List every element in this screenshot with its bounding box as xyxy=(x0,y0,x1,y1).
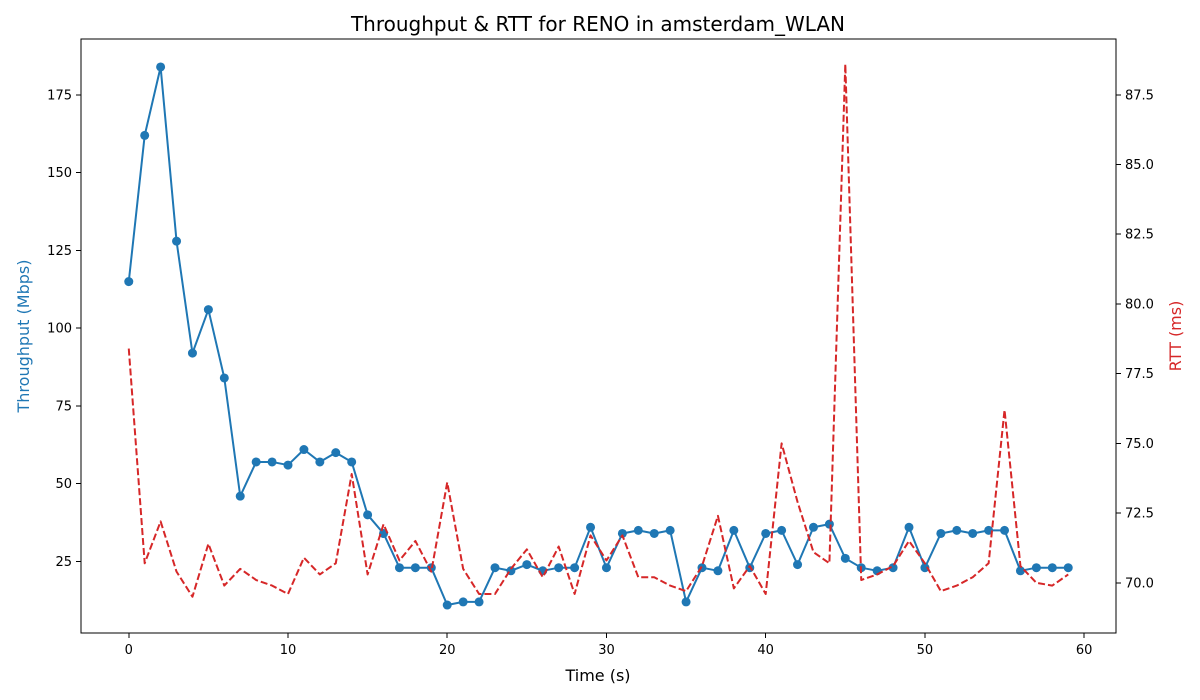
throughput-point xyxy=(490,563,500,573)
y-left-axis-label: Throughput (Mbps) xyxy=(14,260,33,414)
plot-area xyxy=(124,62,1073,610)
throughput-point xyxy=(777,525,787,535)
throughput-point xyxy=(761,528,771,538)
rtt-line xyxy=(127,63,1069,598)
y-left-tick-label: 50 xyxy=(55,477,72,492)
throughput-point xyxy=(124,277,134,287)
throughput-point xyxy=(554,563,564,573)
throughput-point xyxy=(888,563,898,573)
y-right-axis: 70.0 72.5 75.0 77.5 80.0 82.5 85.0 87.5 xyxy=(1116,88,1154,591)
throughput-point xyxy=(824,519,834,529)
throughput-point xyxy=(410,563,420,573)
x-axis-label: Time (s) xyxy=(564,666,630,685)
throughput-point xyxy=(219,373,229,383)
throughput-point xyxy=(601,563,611,573)
throughput-point xyxy=(251,457,261,467)
x-tick-label: 50 xyxy=(917,643,934,658)
throughput-point xyxy=(283,460,293,470)
y-left-axis: 25 50 75 100 125 150 175 xyxy=(47,88,81,570)
throughput-point xyxy=(904,522,914,532)
y-right-tick-label: 87.5 xyxy=(1125,88,1154,103)
throughput-point xyxy=(681,597,691,607)
y-left-tick-label: 100 xyxy=(47,322,72,337)
throughput-point xyxy=(633,525,643,535)
throughput-point xyxy=(665,525,675,535)
throughput-point xyxy=(713,566,723,576)
throughput-point xyxy=(187,348,197,358)
throughput-point xyxy=(586,522,596,532)
x-tick-label: 40 xyxy=(757,643,774,658)
x-tick-label: 0 xyxy=(125,643,133,658)
throughput-point xyxy=(1000,525,1010,535)
throughput-line xyxy=(127,65,1069,607)
x-tick-label: 10 xyxy=(280,643,297,658)
y-left-tick-label: 175 xyxy=(47,88,72,103)
throughput-point xyxy=(1047,563,1057,573)
throughput-point xyxy=(649,528,659,538)
throughput-point xyxy=(363,510,373,520)
throughput-point xyxy=(936,528,946,538)
y-right-tick-label: 75.0 xyxy=(1125,437,1154,452)
throughput-point xyxy=(156,62,166,72)
x-tick-label: 60 xyxy=(1076,643,1093,658)
throughput-point xyxy=(172,236,182,246)
throughput-point xyxy=(840,553,850,563)
throughput-point xyxy=(394,563,404,573)
throughput-point xyxy=(920,563,930,573)
y-right-tick-label: 72.5 xyxy=(1125,507,1154,522)
throughput-point xyxy=(474,597,484,607)
throughput-point xyxy=(1015,566,1025,576)
throughput-point xyxy=(267,457,277,467)
throughput-point xyxy=(808,522,818,532)
y-right-axis-label: RTT (ms) xyxy=(1166,301,1185,372)
throughput-point xyxy=(952,525,962,535)
y-left-tick-label: 25 xyxy=(55,555,72,570)
throughput-point xyxy=(442,600,452,610)
y-left-tick-label: 75 xyxy=(55,399,72,414)
throughput-point xyxy=(299,445,309,455)
y-right-tick-label: 85.0 xyxy=(1125,158,1154,173)
throughput-point xyxy=(140,130,150,140)
x-tick-label: 30 xyxy=(598,643,615,658)
throughput-point xyxy=(793,560,803,570)
plot-frame xyxy=(80,38,1117,634)
throughput-point xyxy=(968,528,978,538)
y-right-tick-label: 80.0 xyxy=(1125,297,1154,312)
y-left-tick-label: 125 xyxy=(47,244,72,259)
throughput-point xyxy=(729,525,739,535)
y-left-tick-label: 150 xyxy=(47,166,72,181)
throughput-point xyxy=(315,457,325,467)
x-tick-label: 20 xyxy=(439,643,456,658)
throughput-point xyxy=(617,528,627,538)
y-right-tick-label: 82.5 xyxy=(1125,228,1154,243)
y-right-tick-label: 70.0 xyxy=(1125,576,1154,591)
x-axis: 0 10 20 30 40 50 60 xyxy=(125,633,1093,658)
y-right-tick-label: 77.5 xyxy=(1125,367,1154,382)
throughput-point xyxy=(570,563,580,573)
throughput-point xyxy=(458,597,468,607)
chart-title: Throughput & RTT for RENO in amsterdam_W… xyxy=(350,12,845,36)
throughput-point xyxy=(331,448,341,458)
throughput-point xyxy=(1031,563,1041,573)
throughput-point xyxy=(522,560,532,570)
throughput-point xyxy=(1063,563,1073,573)
throughput-point xyxy=(203,305,213,315)
throughput-point xyxy=(347,457,357,467)
throughput-point xyxy=(235,491,245,501)
